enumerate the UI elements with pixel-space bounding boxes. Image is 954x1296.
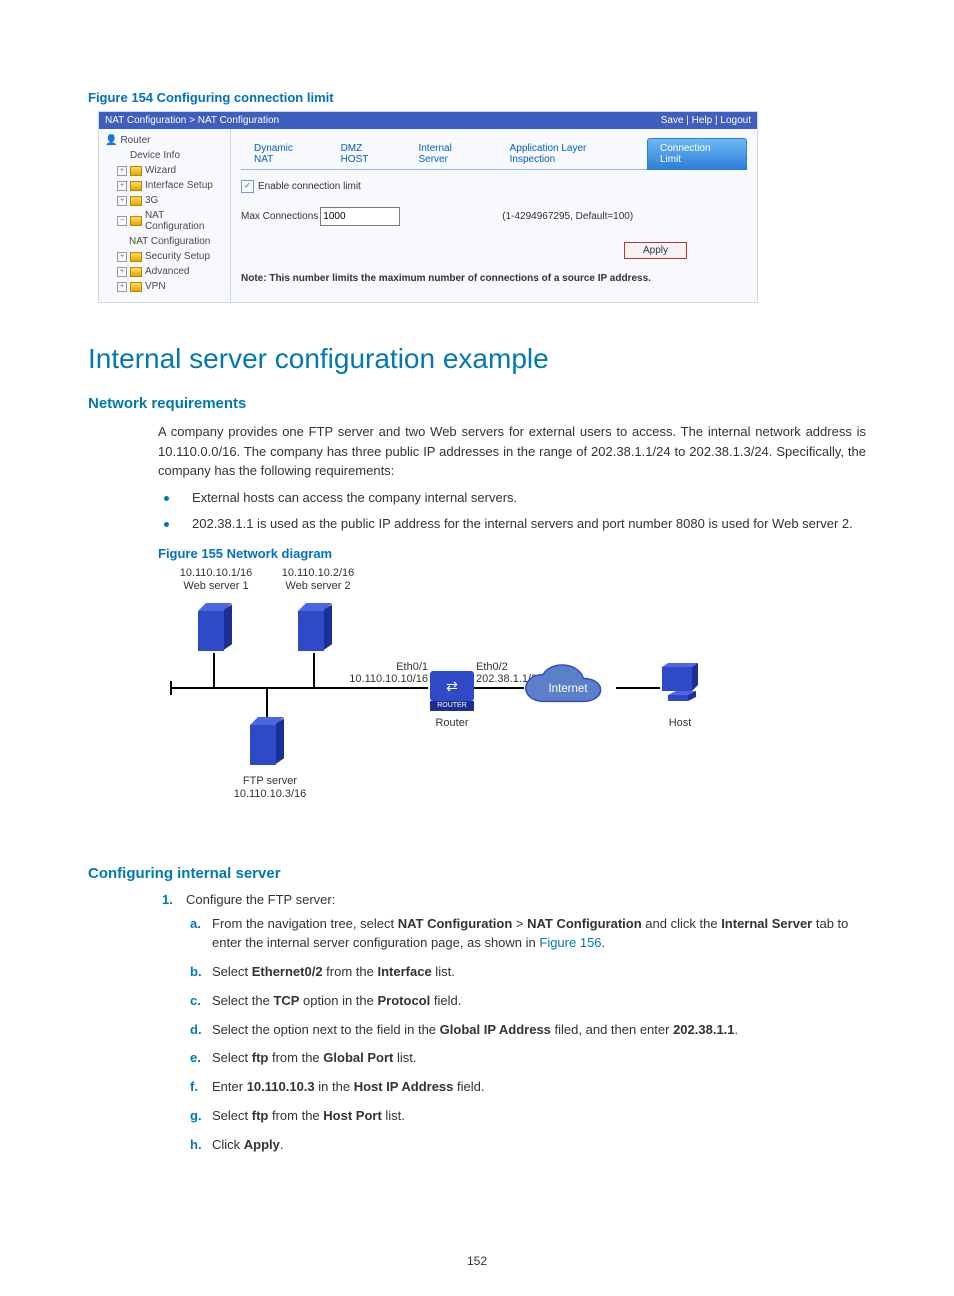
step-1: Configure the FTP server: From the navig…	[186, 892, 866, 1155]
tree-item[interactable]: +3G	[105, 193, 226, 208]
web-server-1-icon	[198, 603, 230, 653]
eth01-ip-label: 10.110.10.10/16	[338, 673, 428, 685]
breadcrumb-path: NAT Configuration > NAT Configuration	[105, 115, 279, 126]
web2-label: Web server 2	[268, 580, 368, 592]
network-requirements-body: A company provides one FTP server and tw…	[158, 422, 866, 534]
tab-dmz-host[interactable]: DMZ HOST	[328, 138, 406, 170]
substep-f: Enter 10.110.10.3 in the Host IP Address…	[212, 1078, 866, 1097]
note: Note: This number limits the maximum num…	[241, 273, 747, 284]
tree-item[interactable]: Device Info	[105, 148, 226, 163]
substeps: From the navigation tree, select NAT Con…	[186, 915, 866, 1155]
host-label: Host	[652, 717, 708, 729]
config-heading: Configuring internal server	[88, 865, 866, 882]
section-title: Internal server configuration example	[88, 343, 866, 375]
folder-icon	[130, 252, 142, 262]
ftp-label: FTP server	[220, 775, 320, 787]
tree-item[interactable]: +Security Setup	[105, 249, 226, 264]
range-hint: (1-4294967295, Default=100)	[502, 211, 633, 222]
substep-e: Select ftp from the Global Port list.	[212, 1049, 866, 1068]
substep-d: Select the option next to the field in t…	[212, 1021, 866, 1040]
web2-ip-label: 10.110.10.2/16	[268, 567, 368, 579]
bullet-item: External hosts can access the company in…	[158, 489, 866, 508]
substep-c: Select the TCP option in the Protocol fi…	[212, 992, 866, 1011]
network-requirements-heading: Network requirements	[88, 395, 866, 412]
enable-checkbox[interactable]: ✓	[241, 180, 254, 193]
max-conn-row: Max Connections (1-4294967295, Default=1…	[241, 207, 747, 226]
folder-icon	[130, 216, 142, 226]
max-conn-input[interactable]	[320, 207, 400, 226]
breadcrumb-bar: NAT Configuration > NAT Configuration Sa…	[99, 112, 757, 129]
nav-tree: 👤Router Device Info +Wizard +Interface S…	[99, 129, 231, 302]
main-panel: Dynamic NAT DMZ HOST Internal Server App…	[231, 129, 757, 302]
req-bullets: External hosts can access the company in…	[158, 489, 866, 535]
folder-icon	[130, 196, 142, 206]
eth01-label: Eth0/1	[338, 661, 428, 673]
tree-item[interactable]: +Wizard	[105, 163, 226, 178]
tab-dynamic-nat[interactable]: Dynamic NAT	[241, 138, 328, 170]
page-number: 152	[0, 1254, 954, 1268]
help-link[interactable]: Help	[692, 115, 713, 126]
svg-text:Internet: Internet	[548, 683, 588, 695]
tab-internal-server[interactable]: Internal Server	[405, 138, 496, 170]
router-icon: ⇄	[430, 671, 474, 701]
folder-icon	[130, 181, 142, 191]
figure154-caption: Figure 154 Configuring connection limit	[88, 90, 866, 105]
figure155-caption: Figure 155 Network diagram	[158, 546, 866, 561]
apply-button[interactable]: Apply	[624, 242, 687, 259]
substep-b: Select Ethernet0/2 from the Interface li…	[212, 963, 866, 982]
tree-item[interactable]: +VPN	[105, 279, 226, 294]
folder-icon	[130, 166, 142, 176]
tree-item[interactable]: −NAT Configuration	[105, 208, 226, 234]
tree-item[interactable]: +Advanced	[105, 264, 226, 279]
figure154-screenshot: NAT Configuration > NAT Configuration Sa…	[98, 111, 758, 303]
req-paragraph: A company provides one FTP server and tw…	[158, 422, 866, 481]
save-link[interactable]: Save	[661, 115, 684, 126]
router-label: Router	[416, 717, 488, 729]
max-conn-label: Max Connections	[241, 211, 318, 222]
substep-h: Click Apply.	[212, 1136, 866, 1155]
substep-a: From the navigation tree, select NAT Con…	[212, 915, 866, 953]
web-server-2-icon	[298, 603, 330, 653]
figure156-link[interactable]: Figure 156	[539, 935, 601, 950]
header-links: Save | Help | Logout	[661, 115, 751, 126]
router-cap: ROUTER	[430, 701, 474, 711]
config-steps: Configure the FTP server: From the navig…	[158, 892, 866, 1155]
internet-cloud-icon: Internet	[520, 663, 616, 713]
tab-bar: Dynamic NAT DMZ HOST Internal Server App…	[241, 137, 747, 170]
folder-icon	[130, 282, 142, 292]
host-icon	[658, 663, 702, 710]
folder-icon	[130, 267, 142, 277]
tree-root[interactable]: 👤Router	[105, 133, 226, 148]
tab-app-layer-insp[interactable]: Application Layer Inspection	[497, 138, 647, 170]
network-diagram: 10.110.10.1/16 Web server 1 10.110.10.2/…	[158, 567, 718, 847]
logout-link[interactable]: Logout	[720, 115, 751, 126]
ftp-ip-label: 10.110.10.3/16	[220, 788, 320, 800]
web1-ip-label: 10.110.10.1/16	[166, 567, 266, 579]
bullet-item: 202.38.1.1 is used as the public IP addr…	[158, 515, 866, 534]
tree-item[interactable]: +Interface Setup	[105, 178, 226, 193]
enable-checkbox-label: Enable connection limit	[258, 181, 361, 192]
tab-connection-limit[interactable]: Connection Limit	[647, 138, 747, 170]
web1-label: Web server 1	[166, 580, 266, 592]
substep-g: Select ftp from the Host Port list.	[212, 1107, 866, 1126]
tree-item[interactable]: NAT Configuration	[105, 234, 226, 249]
ftp-server-icon	[250, 717, 282, 767]
enable-conn-limit-row: ✓ Enable connection limit	[241, 180, 747, 193]
